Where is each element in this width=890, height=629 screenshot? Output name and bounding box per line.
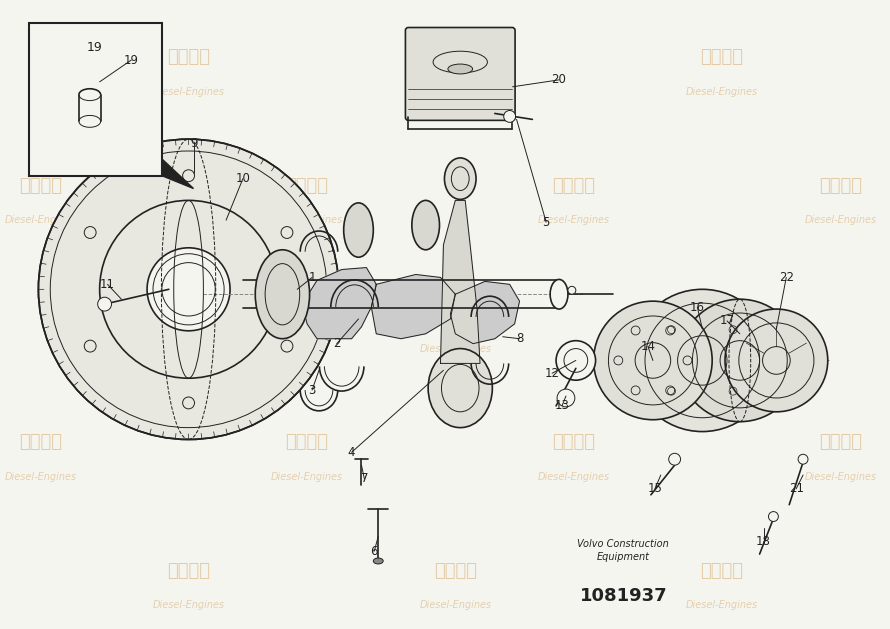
Text: 20: 20 <box>552 74 566 86</box>
Text: 12: 12 <box>545 367 560 380</box>
Text: 2: 2 <box>333 337 341 350</box>
Polygon shape <box>162 159 193 189</box>
Text: 4: 4 <box>348 446 355 459</box>
Text: 21: 21 <box>789 482 804 496</box>
Text: 7: 7 <box>360 472 368 486</box>
Text: Diesel-Engines: Diesel-Engines <box>152 343 224 353</box>
Polygon shape <box>441 201 480 364</box>
Text: 11: 11 <box>100 278 115 291</box>
Text: 紫发动力: 紫发动力 <box>819 177 862 194</box>
Text: Diesel-Engines: Diesel-Engines <box>152 601 224 611</box>
Text: Volvo Construction
Equipment: Volvo Construction Equipment <box>578 539 669 562</box>
Circle shape <box>556 341 595 380</box>
Text: Diesel-Engines: Diesel-Engines <box>805 215 877 225</box>
Text: 5: 5 <box>543 216 550 228</box>
Text: 22: 22 <box>779 271 794 284</box>
Text: Diesel-Engines: Diesel-Engines <box>538 472 610 482</box>
Text: 9: 9 <box>190 136 198 150</box>
Ellipse shape <box>412 201 440 250</box>
Circle shape <box>147 248 230 331</box>
Text: 19: 19 <box>124 53 139 67</box>
Text: Diesel-Engines: Diesel-Engines <box>805 472 877 482</box>
Text: 紫发动力: 紫发动力 <box>286 177 328 194</box>
Text: 8: 8 <box>516 332 523 345</box>
Circle shape <box>568 286 576 294</box>
Text: 紫发动力: 紫发动力 <box>167 305 210 323</box>
Text: Diesel-Engines: Diesel-Engines <box>686 601 758 611</box>
Text: Diesel-Engines: Diesel-Engines <box>271 472 344 482</box>
FancyBboxPatch shape <box>406 28 515 120</box>
Text: 紫发动力: 紫发动力 <box>167 562 210 580</box>
Text: 14: 14 <box>641 340 655 353</box>
FancyBboxPatch shape <box>28 23 162 175</box>
Ellipse shape <box>255 250 310 338</box>
Text: 紫发动力: 紫发动力 <box>19 177 62 194</box>
Circle shape <box>631 289 773 431</box>
Text: Diesel-Engines: Diesel-Engines <box>419 601 491 611</box>
Text: 紫发动力: 紫发动力 <box>553 177 595 194</box>
Ellipse shape <box>448 64 473 74</box>
Ellipse shape <box>373 558 384 564</box>
Text: Diesel-Engines: Diesel-Engines <box>419 87 491 97</box>
Circle shape <box>768 511 779 521</box>
Ellipse shape <box>344 203 373 257</box>
Text: 紫发动力: 紫发动力 <box>700 562 743 580</box>
Text: 紫发动力: 紫发动力 <box>700 305 743 323</box>
Text: Diesel-Engines: Diesel-Engines <box>4 472 77 482</box>
Text: Diesel-Engines: Diesel-Engines <box>271 215 344 225</box>
Text: Diesel-Engines: Diesel-Engines <box>152 87 224 97</box>
Circle shape <box>668 454 681 465</box>
Text: 紫发动力: 紫发动力 <box>167 48 210 66</box>
Text: 13: 13 <box>554 399 570 413</box>
Text: 紫发动力: 紫发动力 <box>700 48 743 66</box>
Text: 紫发动力: 紫发动力 <box>819 433 862 452</box>
Text: 3: 3 <box>308 384 316 396</box>
Circle shape <box>678 299 801 421</box>
Text: 19: 19 <box>87 41 102 53</box>
Polygon shape <box>450 281 520 343</box>
Text: 紫发动力: 紫发动力 <box>19 433 62 452</box>
Text: 紫发动力: 紫发动力 <box>433 562 477 580</box>
Text: 紫发动力: 紫发动力 <box>286 433 328 452</box>
Polygon shape <box>371 274 456 338</box>
Circle shape <box>594 301 712 420</box>
Circle shape <box>504 111 515 123</box>
Text: Diesel-Engines: Diesel-Engines <box>419 343 491 353</box>
Circle shape <box>725 309 828 412</box>
Text: 紫发动力: 紫发动力 <box>433 48 477 66</box>
Text: Diesel-Engines: Diesel-Engines <box>686 87 758 97</box>
Text: Diesel-Engines: Diesel-Engines <box>538 215 610 225</box>
Ellipse shape <box>550 279 568 309</box>
Text: 10: 10 <box>236 172 250 185</box>
Text: 紫发动力: 紫发动力 <box>433 305 477 323</box>
Polygon shape <box>303 267 376 338</box>
Text: 紫发动力: 紫发动力 <box>553 433 595 452</box>
Text: 1: 1 <box>308 271 316 284</box>
Ellipse shape <box>428 348 492 428</box>
Text: 17: 17 <box>719 314 734 328</box>
Text: 18: 18 <box>756 535 771 548</box>
Text: 16: 16 <box>690 301 705 314</box>
Circle shape <box>38 139 339 440</box>
Circle shape <box>98 298 111 311</box>
Circle shape <box>557 389 575 407</box>
Ellipse shape <box>444 158 476 199</box>
Text: 1081937: 1081937 <box>579 587 668 606</box>
Text: Diesel-Engines: Diesel-Engines <box>686 343 758 353</box>
Circle shape <box>798 454 808 464</box>
Text: 6: 6 <box>370 545 378 558</box>
Text: Diesel-Engines: Diesel-Engines <box>4 215 77 225</box>
Text: 15: 15 <box>647 482 662 496</box>
